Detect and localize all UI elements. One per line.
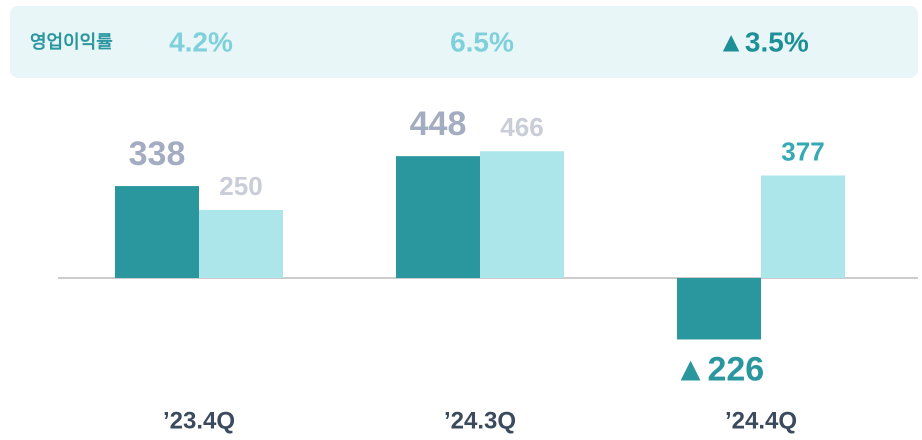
margin-value: 6.5% bbox=[450, 26, 514, 57]
margin-value: 4.2% bbox=[169, 26, 233, 57]
bar bbox=[199, 210, 283, 278]
data-label: ▲226 bbox=[674, 350, 764, 388]
x-tick-label: ’23.4Q bbox=[163, 407, 235, 434]
margin-value: ▲3.5% bbox=[717, 26, 809, 57]
bar bbox=[480, 151, 564, 278]
bar bbox=[677, 278, 761, 340]
bar bbox=[396, 156, 480, 278]
data-label: 338 bbox=[129, 135, 186, 173]
x-tick-label: ’24.3Q bbox=[444, 407, 516, 434]
data-label: 250 bbox=[219, 171, 262, 201]
margin-label: 영업이익률 bbox=[30, 32, 113, 52]
bar bbox=[761, 175, 845, 278]
margin-panel bbox=[10, 6, 918, 78]
data-label: 448 bbox=[410, 105, 467, 143]
x-tick-label: ’24.4Q bbox=[725, 407, 797, 434]
bar bbox=[115, 186, 199, 278]
data-label: 466 bbox=[500, 112, 543, 142]
data-label: 377 bbox=[781, 136, 824, 166]
